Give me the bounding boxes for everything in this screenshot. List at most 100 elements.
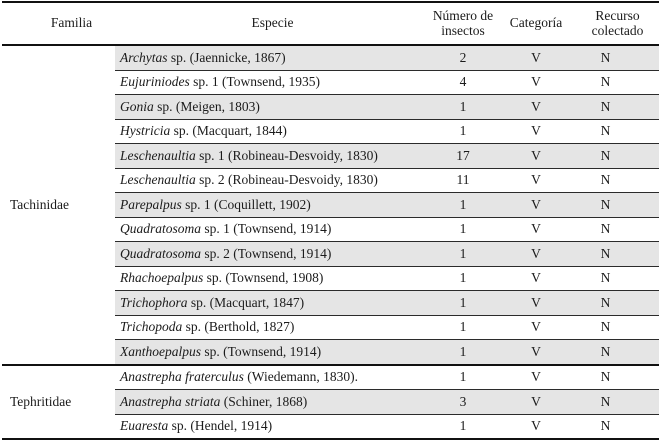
species-cell: Euaresta sp. (Hendel, 1914) xyxy=(115,418,430,434)
species-authority: sp. (Townsend, 1908) xyxy=(203,270,324,286)
species-genus: Xanthoepalpus xyxy=(120,343,201,359)
table-row: Eujuriniodes sp. 1 (Townsend, 1935) 4 V … xyxy=(115,69,659,95)
resource-cell: N xyxy=(600,49,611,65)
resource-cell: N xyxy=(600,196,611,212)
category-cell: V xyxy=(531,343,541,359)
family-label: Tachinidae xyxy=(10,196,70,212)
table-row: Anastrepha fraterculus (Wiedemann, 1830)… xyxy=(115,366,659,390)
resource-cell: N xyxy=(600,245,611,261)
category-cell: V xyxy=(531,369,541,385)
species-genus: Leschenaultia xyxy=(120,147,196,163)
resource-cell: N xyxy=(600,98,611,114)
species-cell: Quadratosoma sp. 2 (Townsend, 1914) xyxy=(115,246,430,262)
category-cell: V xyxy=(531,49,541,65)
table-row: Quadratosoma sp. 1 (Townsend, 1914) 1 V … xyxy=(115,216,659,242)
species-cell: Leschenaultia sp. 1 (Robineau-Desvoidy, … xyxy=(115,148,430,164)
species-genus: Anastrepha striata xyxy=(120,393,221,409)
category-cell: V xyxy=(531,196,541,212)
species-authority: sp. 2 (Robineau-Desvoidy, 1830) xyxy=(195,172,378,188)
species-cell: Leschenaultia sp. 2 (Robineau-Desvoidy, … xyxy=(115,172,430,188)
resource-cell: N xyxy=(600,270,611,286)
resource-cell: N xyxy=(600,172,611,188)
column-header-recurso: Recurso colectado xyxy=(591,7,644,38)
table-row: Hystricia sp. (Macquart, 1844) 1 V N xyxy=(115,118,659,144)
family-group-tephritidae: Tephritidae Anastrepha fraterculus (Wied… xyxy=(2,363,659,439)
species-genus: Anastrepha fraterculus xyxy=(120,369,244,385)
species-authority: sp. (Berthold, 1827) xyxy=(182,319,295,335)
column-header-especie: Especie xyxy=(251,15,294,31)
family-label: Tephritidae xyxy=(10,393,72,409)
resource-cell: N xyxy=(600,123,611,139)
table-header-row: Familia Especie Número de insectos Categ… xyxy=(2,3,659,46)
category-cell: V xyxy=(531,74,541,90)
species-authority: sp. (Macquart, 1844) xyxy=(170,123,287,139)
species-cell: Trichopoda sp. (Berthold, 1827) xyxy=(115,319,430,335)
species-genus: Euaresta xyxy=(120,418,169,434)
category-cell: V xyxy=(531,319,541,335)
column-header-numero: Número de insectos xyxy=(432,7,494,38)
insect-count-cell: 2 xyxy=(459,49,467,65)
table-row: Rhachoepalpus sp. (Townsend, 1908) 1 V N xyxy=(115,265,659,291)
species-authority: sp. (Townsend, 1914) xyxy=(201,343,322,359)
table-row: Trichophora sp. (Macquart, 1847) 1 V N xyxy=(115,290,659,315)
insect-count-cell: 1 xyxy=(459,123,467,139)
insect-count-cell: 1 xyxy=(459,98,467,114)
species-rows: Anastrepha fraterculus (Wiedemann, 1830)… xyxy=(115,366,659,439)
resource-cell: N xyxy=(600,369,611,385)
category-cell: V xyxy=(531,98,541,114)
table-row: Quadratosoma sp. 2 (Townsend, 1914) 1 V … xyxy=(115,241,659,266)
category-cell: V xyxy=(531,147,541,163)
column-header-familia: Familia xyxy=(50,15,93,31)
species-cell: Anastrepha striata (Schiner, 1868) xyxy=(115,394,430,410)
insect-count-cell: 1 xyxy=(459,369,467,385)
species-authority: sp. (Meigen, 1803) xyxy=(153,98,260,114)
resource-cell: N xyxy=(600,221,611,237)
table-row: Anastrepha striata (Schiner, 1868) 3 V N xyxy=(115,389,659,414)
resource-cell: N xyxy=(600,319,611,335)
species-authority: sp. (Jaennicke, 1867) xyxy=(167,49,286,65)
species-authority: sp. 1 (Townsend, 1935) xyxy=(189,74,321,90)
insect-count-cell: 1 xyxy=(459,343,467,359)
category-cell: V xyxy=(531,393,541,409)
column-header-categoria: Categoría xyxy=(509,15,563,31)
species-cell: Hystricia sp. (Macquart, 1844) xyxy=(115,123,430,139)
species-cell: Anastrepha fraterculus (Wiedemann, 1830)… xyxy=(115,369,430,385)
table-row: Gonia sp. (Meigen, 1803) 1 V N xyxy=(115,94,659,119)
species-genus: Quadratosoma xyxy=(120,245,202,261)
species-cell: Rhachoepalpus sp. (Townsend, 1908) xyxy=(115,270,430,286)
species-genus: Gonia xyxy=(120,98,154,114)
species-cell: Eujuriniodes sp. 1 (Townsend, 1935) xyxy=(115,74,430,90)
species-rows: Archytas sp. (Jaennicke, 1867) 2 V N Euj… xyxy=(115,46,659,364)
resource-cell: N xyxy=(600,74,611,90)
resource-cell: N xyxy=(600,294,611,310)
species-genus: Leschenaultia xyxy=(120,172,196,188)
species-genus: Rhachoepalpus xyxy=(120,270,204,286)
category-cell: V xyxy=(531,123,541,139)
family-group-tachinidae: Tachinidae Archytas sp. (Jaennicke, 1867… xyxy=(2,46,659,364)
species-authority: sp. 1 (Townsend, 1914) xyxy=(201,221,332,237)
species-authority: (Schiner, 1868) xyxy=(220,393,308,409)
species-genus: Trichophora xyxy=(120,294,188,310)
table-row: Archytas sp. (Jaennicke, 1867) 2 V N xyxy=(115,46,659,70)
resource-cell: N xyxy=(600,418,611,434)
insect-count-cell: 1 xyxy=(459,270,467,286)
table-row: Xanthoepalpus sp. (Townsend, 1914) 1 V N xyxy=(115,339,659,364)
resource-cell: N xyxy=(600,343,611,359)
species-cell: Gonia sp. (Meigen, 1803) xyxy=(115,99,430,115)
category-cell: V xyxy=(531,270,541,286)
species-authority: sp. 1 (Robineau-Desvoidy, 1830) xyxy=(195,147,378,163)
species-genus: Eujuriniodes xyxy=(120,74,190,90)
category-cell: V xyxy=(531,294,541,310)
insect-count-cell: 4 xyxy=(459,74,467,90)
species-authority: sp. 1 (Coquillett, 1902) xyxy=(181,196,311,212)
species-cell: Trichophora sp. (Macquart, 1847) xyxy=(115,295,430,311)
species-cell: Quadratosoma sp. 1 (Townsend, 1914) xyxy=(115,221,430,237)
species-authority: (Wiedemann, 1830). xyxy=(243,369,359,385)
insect-count-cell: 1 xyxy=(459,221,467,237)
species-genus: Trichopoda xyxy=(120,319,183,335)
resource-cell: N xyxy=(600,147,611,163)
insect-count-cell: 17 xyxy=(456,147,470,163)
species-authority: sp. (Macquart, 1847) xyxy=(187,294,305,310)
insect-count-cell: 1 xyxy=(459,196,467,212)
